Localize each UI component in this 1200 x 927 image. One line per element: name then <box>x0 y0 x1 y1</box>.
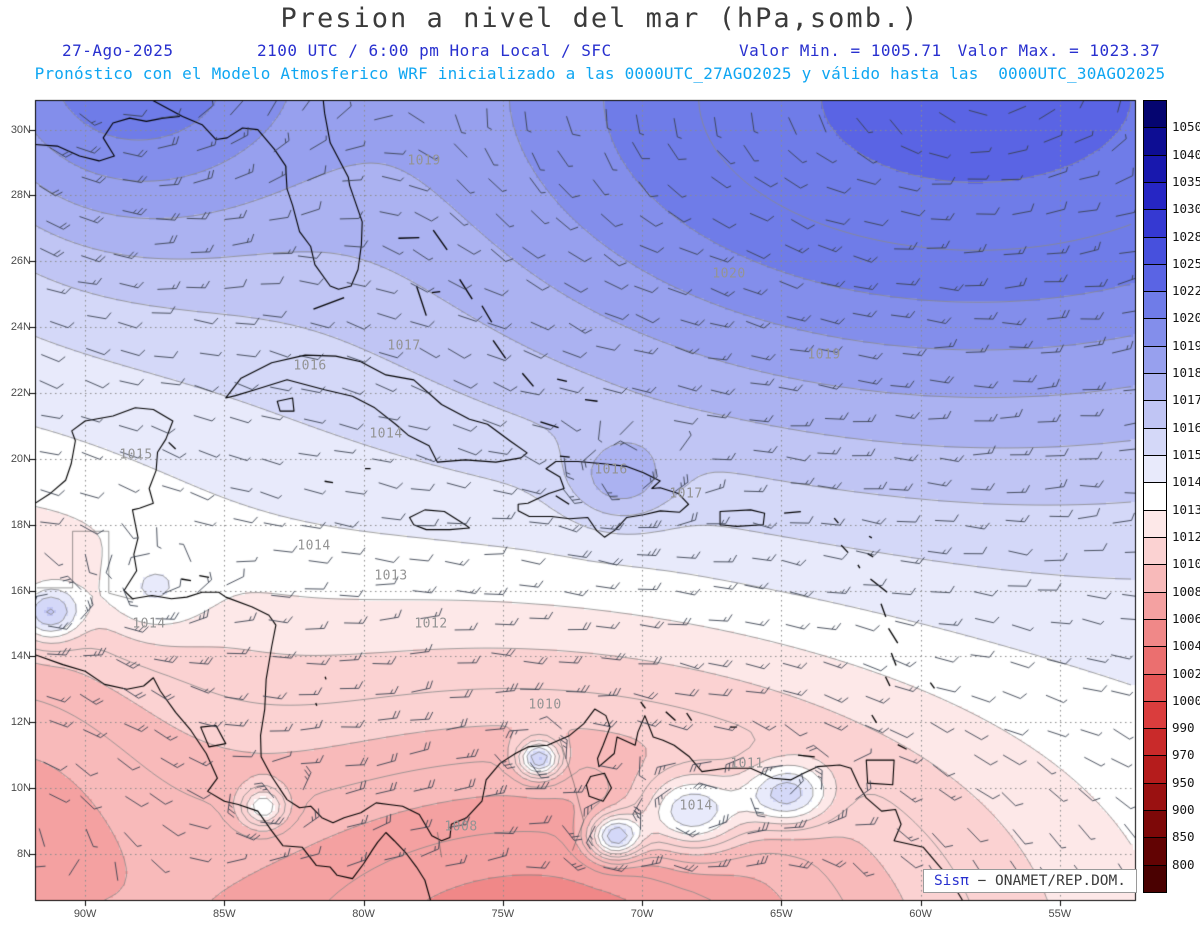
colorbar-label: 900 <box>1172 802 1195 817</box>
colorbar-segment <box>1143 728 1167 756</box>
colorbar-label: 1030 <box>1172 201 1200 216</box>
colorbar-label: 850 <box>1172 829 1195 844</box>
colorbar-segment <box>1143 237 1167 265</box>
colorbar-segment <box>1143 701 1167 729</box>
colorbar-segment <box>1143 564 1167 593</box>
colorbar-segment <box>1143 783 1167 811</box>
colorbar-segment <box>1143 264 1167 292</box>
colorbar-label: 1014 <box>1172 474 1200 489</box>
colorbar-segment <box>1143 428 1167 456</box>
colorbar-label: 800 <box>1172 857 1195 872</box>
colorbar-segment <box>1143 755 1167 784</box>
colorbar-segment <box>1143 182 1167 210</box>
colorbar-label: 970 <box>1172 747 1195 762</box>
colorbar-label: 1019 <box>1172 338 1200 353</box>
colorbar-segment <box>1143 810 1167 838</box>
colorbar-label: 1010 <box>1172 556 1200 571</box>
colorbar-segment <box>1143 400 1167 429</box>
colorbar-segment <box>1143 155 1167 183</box>
credit-org: − ONAMET/REP.DOM. <box>977 873 1126 889</box>
colorbar-label: 1018 <box>1172 365 1200 380</box>
colorbar-label: 1012 <box>1172 529 1200 544</box>
colorbar-segment <box>1143 537 1167 565</box>
colorbar-segment <box>1143 373 1167 401</box>
colorbar-label: 1008 <box>1172 584 1200 599</box>
credit-box: Sisπ − ONAMET/REP.DOM. <box>922 869 1137 893</box>
colorbar-label: 1000 <box>1172 693 1200 708</box>
colorbar-segment <box>1143 209 1167 238</box>
colorbar-segment <box>1143 619 1167 647</box>
sispi-logo: Sisπ <box>933 873 969 889</box>
colorbar-label: 990 <box>1172 720 1195 735</box>
colorbar-label: 1002 <box>1172 666 1200 681</box>
colorbar-segment <box>1143 318 1167 347</box>
colorbar-label: 1013 <box>1172 502 1200 517</box>
colorbar-label: 1040 <box>1172 147 1200 162</box>
colorbar-label: 1035 <box>1172 174 1200 189</box>
colorbar-segment <box>1143 482 1167 511</box>
colorbar-segment <box>1143 291 1167 319</box>
colorbar-segment <box>1143 127 1167 156</box>
colorbar-label: 1017 <box>1172 392 1200 407</box>
colorbar-segment <box>1143 455 1167 483</box>
colorbar-label: 1050 <box>1172 119 1200 134</box>
colorbar-segment <box>1143 592 1167 620</box>
colorbar-label: 950 <box>1172 775 1195 790</box>
colorbar-segment <box>1143 865 1167 893</box>
colorbar-segment <box>1143 100 1167 128</box>
colorbar-label: 1022 <box>1172 283 1200 298</box>
colorbar: 1050 1040 1035 1030 1028 1025 1022 1020 1019 1018… <box>1143 100 1200 900</box>
colorbar-label: 1020 <box>1172 310 1200 325</box>
colorbar-label: 1015 <box>1172 447 1200 462</box>
colorbar-label: 1006 <box>1172 611 1200 626</box>
colorbar-label: 1025 <box>1172 256 1200 271</box>
colorbar-segment <box>1143 646 1167 675</box>
colorbar-segment <box>1143 346 1167 374</box>
colorbar-label: 1016 <box>1172 420 1200 435</box>
colorbar-segment <box>1143 674 1167 702</box>
colorbar-segment <box>1143 837 1167 866</box>
colorbar-label: 1004 <box>1172 638 1200 653</box>
colorbar-segment <box>1143 510 1167 538</box>
colorbar-label: 1028 <box>1172 229 1200 244</box>
